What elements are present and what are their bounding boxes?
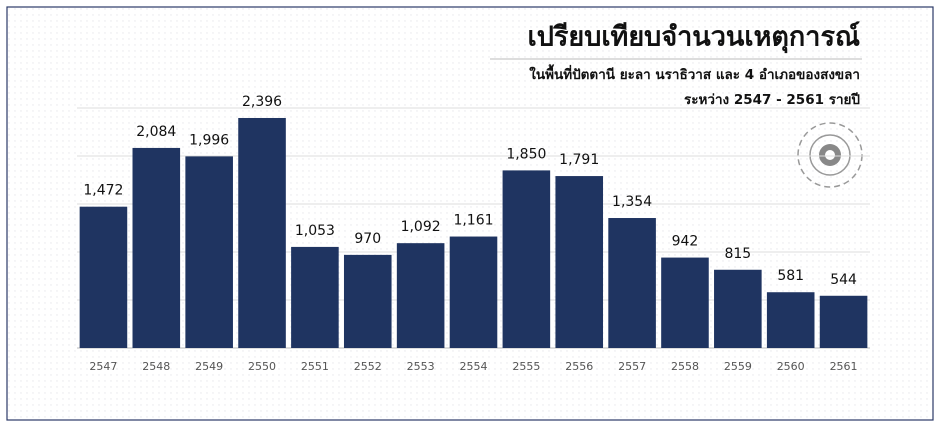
x-tick-label: 2551 <box>301 360 329 373</box>
plot: 2547 1,472 2548 2,084 2549 1,996 2550 2,396 2551… <box>77 94 870 373</box>
bar <box>396 243 445 348</box>
x-tick-label: 2549 <box>195 360 223 373</box>
value-label: 2,396 <box>242 94 282 110</box>
chart-subtitle: ในพื้นที่ปัตตานี ยะลา นราธิวาส และ 4 อำเ… <box>529 64 860 83</box>
bar <box>291 246 339 348</box>
value-label: 581 <box>777 268 804 284</box>
chart-subtitle: ระหว่าง 2547 - 2561 รายปี <box>684 92 860 108</box>
bar <box>661 257 709 348</box>
chart-title: เปรียบเทียบจำนวนเหตุการณ์ <box>528 21 861 54</box>
x-tick-label: 2547 <box>89 360 117 373</box>
bar <box>766 292 815 348</box>
x-tick-label: 2558 <box>671 360 699 373</box>
value-label: 544 <box>830 272 857 288</box>
emblem <box>797 122 863 188</box>
x-tick-label: 2552 <box>354 360 382 373</box>
bar <box>185 156 233 348</box>
bar <box>714 269 762 348</box>
x-tick-label: 2548 <box>142 360 170 373</box>
value-label: 1,161 <box>453 213 493 229</box>
value-label: 1,472 <box>83 183 123 199</box>
x-tick-label: 2560 <box>777 360 805 373</box>
value-label: 970 <box>354 231 381 247</box>
bar <box>343 254 392 348</box>
x-tick-label: 2554 <box>460 360 488 373</box>
bar <box>608 218 656 348</box>
value-label: 1,996 <box>189 132 229 148</box>
value-label: 2,084 <box>136 124 176 140</box>
bar <box>502 170 551 348</box>
x-tick-label: 2550 <box>248 360 276 373</box>
x-tick-label: 2557 <box>618 360 646 373</box>
value-label: 1,053 <box>295 223 335 239</box>
bar <box>238 117 286 348</box>
bar <box>819 295 868 348</box>
bar <box>555 176 604 348</box>
bar <box>79 206 128 348</box>
value-label: 942 <box>672 234 699 250</box>
value-label: 815 <box>724 246 751 262</box>
value-label: 1,092 <box>401 219 441 235</box>
value-label: 1,354 <box>612 194 652 210</box>
x-tick-label: 2553 <box>407 360 435 373</box>
x-tick-label: 2561 <box>830 360 858 373</box>
bar <box>449 236 498 348</box>
x-tick-label: 2555 <box>512 360 540 373</box>
x-tick-label: 2556 <box>565 360 593 373</box>
value-label: 1,791 <box>559 152 599 168</box>
bar <box>132 147 181 348</box>
value-label: 1,850 <box>506 146 546 162</box>
x-tick-label: 2559 <box>724 360 752 373</box>
